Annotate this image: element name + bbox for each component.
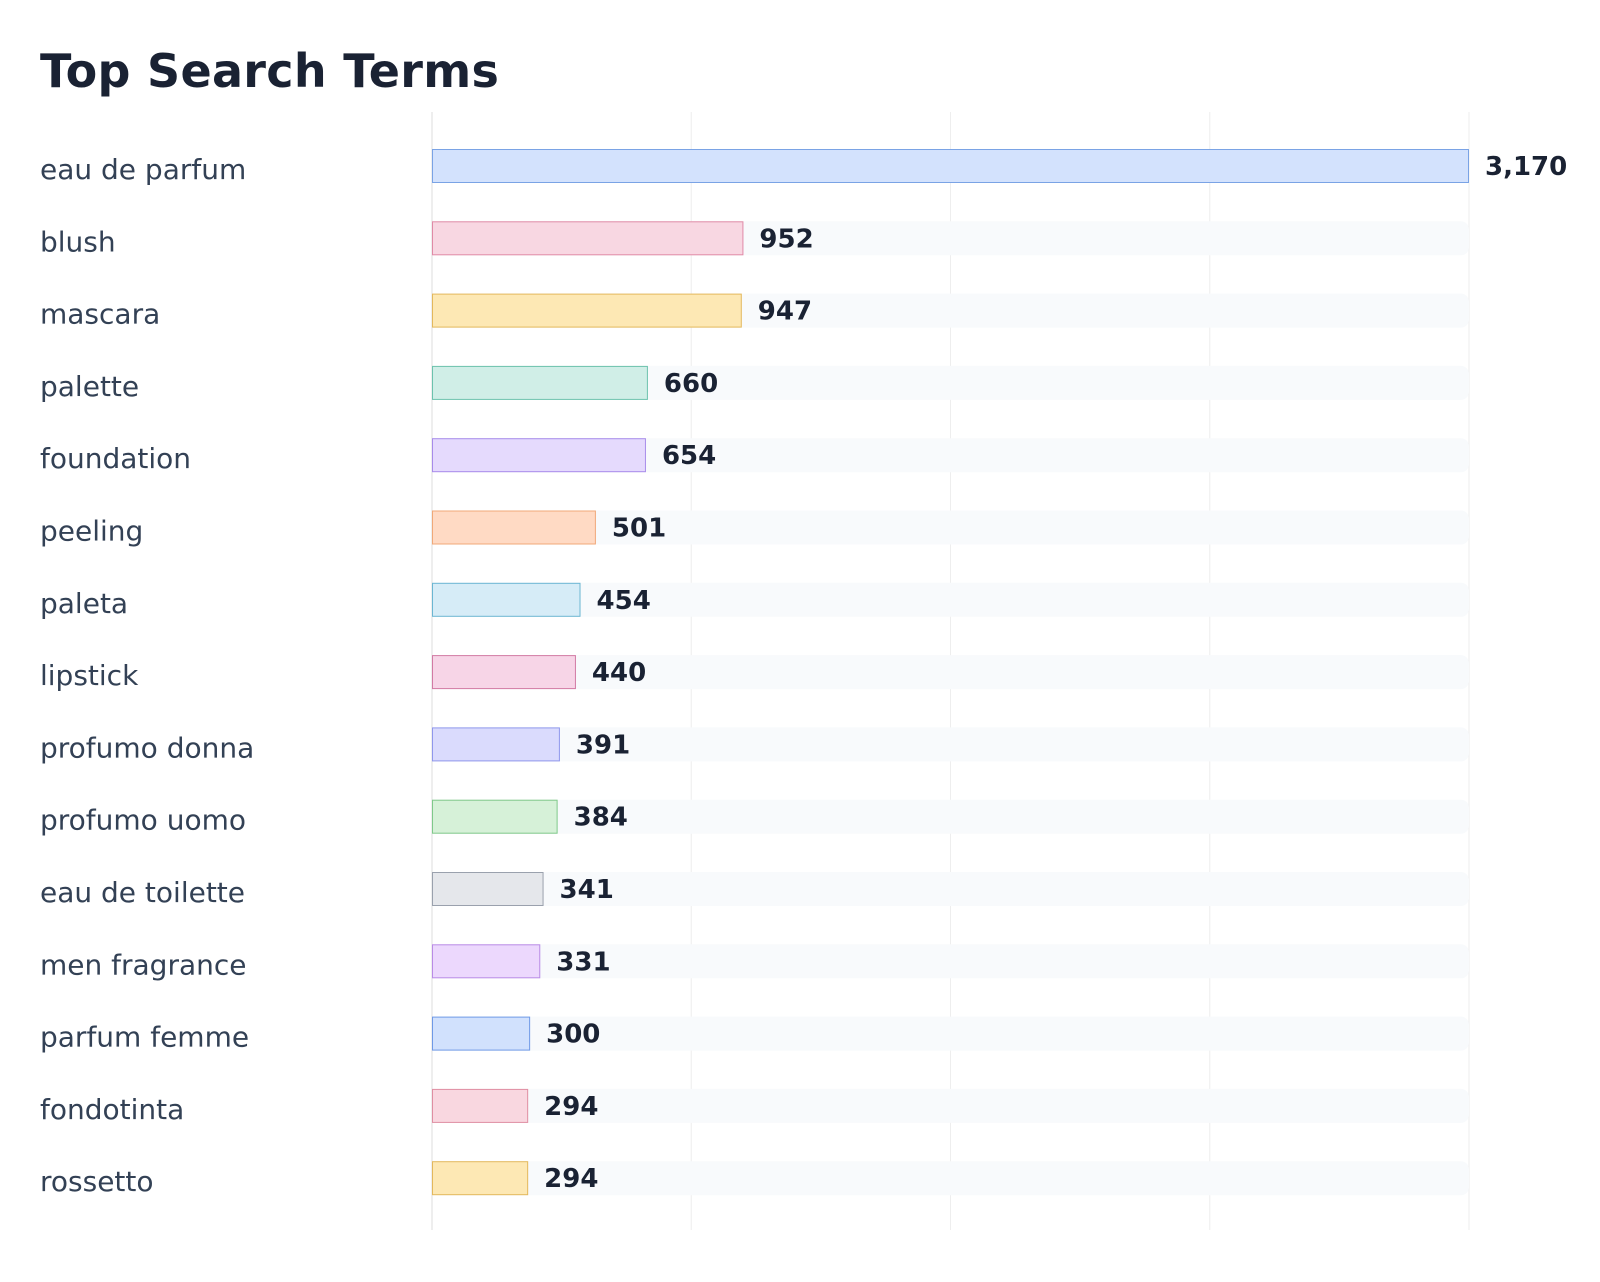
category-label: paleta <box>40 587 128 620</box>
value-label: 294 <box>544 1164 598 1194</box>
value-label: 3,170 <box>1485 152 1567 182</box>
bars <box>432 149 1469 1196</box>
category-label: peeling <box>40 515 143 548</box>
bar-track <box>432 1016 1469 1051</box>
bar-lipstick[interactable] <box>432 655 576 690</box>
value-labels: 3,170 952 947 660 654 501 454 440 391 384 341 331 30… <box>544 152 1567 1194</box>
bar-track <box>432 365 1469 400</box>
bar-track <box>432 438 1469 473</box>
bar-men-fragrance[interactable] <box>432 944 541 979</box>
category-label: fondotinta <box>40 1093 184 1126</box>
bar-track <box>432 727 1469 762</box>
value-label: 952 <box>759 224 813 254</box>
value-label: 660 <box>664 369 718 399</box>
category-label: profumo donna <box>40 731 254 764</box>
value-label: 654 <box>662 441 716 471</box>
bar-track <box>432 944 1469 979</box>
value-label: 331 <box>556 947 610 977</box>
category-label: blush <box>40 225 116 258</box>
bar-track <box>432 1088 1469 1123</box>
bar-profumo-uomo[interactable] <box>432 799 558 834</box>
bar-foundation[interactable] <box>432 438 646 473</box>
value-label: 501 <box>612 514 666 544</box>
bar-mascara[interactable] <box>432 293 742 328</box>
category-label: profumo uomo <box>40 804 246 837</box>
bar-paleta[interactable] <box>432 582 581 617</box>
category-label: eau de toilette <box>40 876 245 909</box>
bar-peeling[interactable] <box>432 510 596 545</box>
value-label: 454 <box>597 586 651 616</box>
category-label: foundation <box>40 442 191 475</box>
bar-blush[interactable] <box>432 221 744 256</box>
bar-track <box>432 655 1469 690</box>
bar-fondotinta[interactable] <box>432 1088 529 1123</box>
bar-eau-de-toilette[interactable] <box>432 872 544 906</box>
value-label: 384 <box>574 803 628 833</box>
value-label: 947 <box>758 297 812 327</box>
category-label: palette <box>40 370 139 403</box>
chart-title: Top Search Terms <box>40 44 500 98</box>
category-label: lipstick <box>40 659 139 692</box>
category-label: rossetto <box>40 1165 154 1198</box>
category-label: men fragrance <box>40 948 247 981</box>
bar-track <box>432 799 1469 834</box>
bar-palette[interactable] <box>432 365 648 400</box>
bar-track <box>432 1161 1469 1196</box>
category-label: eau de parfum <box>40 153 246 186</box>
value-label: 391 <box>576 730 630 760</box>
category-label: parfum femme <box>40 1021 249 1054</box>
value-label: 341 <box>560 875 614 905</box>
value-label: 440 <box>592 658 646 688</box>
category-label: mascara <box>40 298 160 331</box>
bar-rossetto[interactable] <box>432 1161 529 1196</box>
bar-parfum-femme[interactable] <box>432 1016 531 1051</box>
bar-profumo-donna[interactable] <box>432 727 560 762</box>
bar-track <box>432 872 1469 906</box>
value-label: 300 <box>546 1020 600 1050</box>
bar-track <box>432 582 1469 617</box>
category-labels: eau de parfum blush mascara palette foundati… <box>40 153 254 1198</box>
bar-eau-de-parfum[interactable] <box>432 149 1469 183</box>
bar-track <box>432 510 1469 545</box>
value-label: 294 <box>544 1092 598 1122</box>
